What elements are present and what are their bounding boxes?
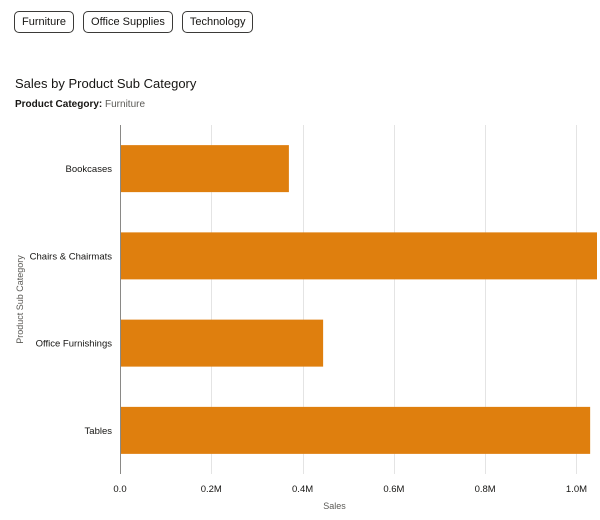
bar-bookcases: [120, 145, 289, 193]
filter-button-furniture[interactable]: Furniture: [14, 11, 75, 33]
chart-subtitle: Product Category: Furniture: [15, 99, 145, 110]
y-tick-label: Tables: [85, 426, 113, 437]
y-tick-label: Chairs & Chairmats: [30, 251, 113, 262]
x-axis-title: Sales: [323, 501, 346, 511]
y-tick-label: Bookcases: [66, 164, 113, 175]
bar-tables: [120, 406, 591, 454]
chart-title: Sales by Product Sub Category: [15, 76, 197, 91]
bar-chairs-chairmats: [120, 232, 597, 280]
x-tick-label: 1.0M: [566, 484, 587, 495]
bar-office-furnishings: [120, 319, 324, 367]
x-tick-label: 0.2M: [201, 484, 222, 495]
filter-button-office-supplies[interactable]: Office Supplies: [83, 11, 173, 33]
y-tick-label: Office Furnishings: [36, 339, 113, 350]
y-axis-title: Product Sub Category: [15, 255, 25, 344]
x-tick-label: 0.6M: [383, 484, 404, 495]
filter-button-technology[interactable]: Technology: [181, 11, 254, 33]
x-tick-label: 0.8M: [475, 484, 496, 495]
filter-bar: Furniture Office Supplies Technology: [14, 11, 254, 33]
x-tick-label: 0.4M: [292, 484, 313, 495]
subtitle-value: Furniture: [105, 99, 146, 110]
x-tick-label: 0.0: [113, 484, 126, 495]
subtitle-label: Product Category:: [15, 99, 103, 110]
